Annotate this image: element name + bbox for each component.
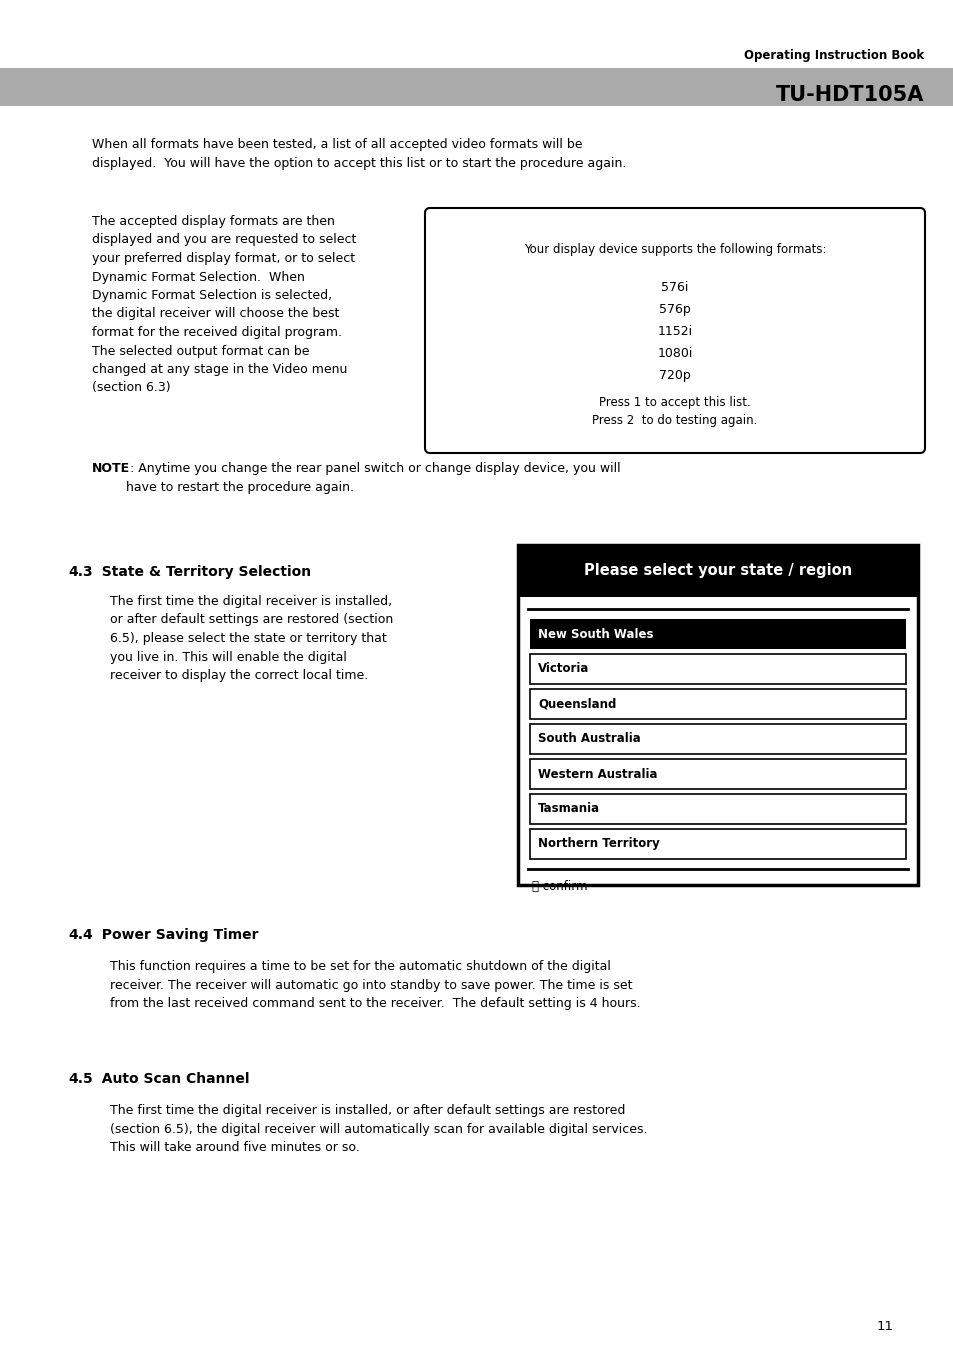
Text: This function requires a time to be set for the automatic shutdown of the digita: This function requires a time to be set … [110,961,640,1011]
Text: The first time the digital receiver is installed,
or after default settings are : The first time the digital receiver is i… [110,594,393,682]
Text: Queensland: Queensland [537,697,616,711]
Text: 4.3: 4.3 [68,565,92,580]
Text: 1080i: 1080i [657,347,692,359]
Text: 4.4: 4.4 [68,928,92,942]
Bar [517,544,917,885]
Text: NOTE: NOTE [91,462,130,476]
Text: 11: 11 [876,1320,893,1333]
Text: New South Wales: New South Wales [537,627,653,640]
Text: Northern Territory: Northern Territory [537,838,659,851]
Text: Tasmania: Tasmania [537,802,599,816]
Text: ⓞ confirm: ⓞ confirm [532,881,587,893]
Text: 1152i: 1152i [657,326,692,338]
Text: : Anytime you change the rear panel switch or change display device, you will
ha: : Anytime you change the rear panel swit… [126,462,620,493]
Text: The first time the digital receiver is installed, or after default settings are : The first time the digital receiver is i… [110,1104,647,1154]
Bar [530,619,905,648]
Bar [530,724,905,754]
Text: Operating Instruction Book: Operating Instruction Book [743,49,923,62]
Bar [530,654,905,684]
FancyBboxPatch shape [424,208,924,453]
Text: TU-HDT105A: TU-HDT105A [775,85,923,105]
Text: Press 2  to do testing again.: Press 2 to do testing again. [592,413,757,427]
Text: Auto Scan Channel: Auto Scan Channel [91,1071,250,1086]
Text: Power Saving Timer: Power Saving Timer [91,928,258,942]
Bar [530,759,905,789]
Text: State & Territory Selection: State & Territory Selection [91,565,311,580]
Text: Western Australia: Western Australia [537,767,657,781]
Bar [0,68,953,105]
Text: 4.5: 4.5 [68,1071,92,1086]
Text: 576p: 576p [659,303,690,316]
Text: 720p: 720p [659,369,690,382]
Text: South Australia: South Australia [537,732,640,746]
Text: Press 1 to accept this list.: Press 1 to accept this list. [598,396,750,409]
Bar [530,794,905,824]
Bar [530,689,905,719]
Text: 576i: 576i [660,281,688,295]
Text: When all formats have been tested, a list of all accepted video formats will be
: When all formats have been tested, a lis… [91,138,626,169]
Text: The accepted display formats are then
displayed and you are requested to select
: The accepted display formats are then di… [91,215,356,394]
Text: Please select your state / region: Please select your state / region [583,563,851,578]
Bar [517,544,917,597]
Text: Your display device supports the following formats:: Your display device supports the followi… [523,243,825,255]
Bar [530,830,905,859]
Text: Victoria: Victoria [537,662,589,676]
